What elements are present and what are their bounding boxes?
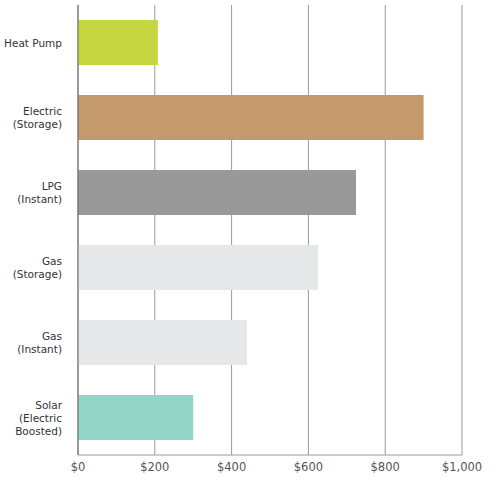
svg-text:$1,000: $1,000 (442, 460, 482, 474)
svg-text:Heat Pump: Heat Pump (8, 37, 62, 49)
svg-text:Gas(Storage): Gas(Storage) (13, 255, 62, 280)
svg-text:LPG(Instant): LPG(Instant) (17, 180, 62, 205)
svg-text:$800: $800 (371, 460, 400, 474)
svg-text:$0: $0 (71, 460, 86, 474)
svg-text:Gas(Instant): Gas(Instant) (17, 330, 62, 355)
svg-text:$200: $200 (140, 460, 169, 474)
svg-text:$400: $400 (217, 460, 246, 474)
svg-text:$600: $600 (294, 460, 323, 474)
svg-text:Electric(Storage): Electric(Storage) (13, 105, 62, 130)
svg-text:Solar(ElectricBoosted): Solar(ElectricBoosted) (15, 399, 63, 437)
